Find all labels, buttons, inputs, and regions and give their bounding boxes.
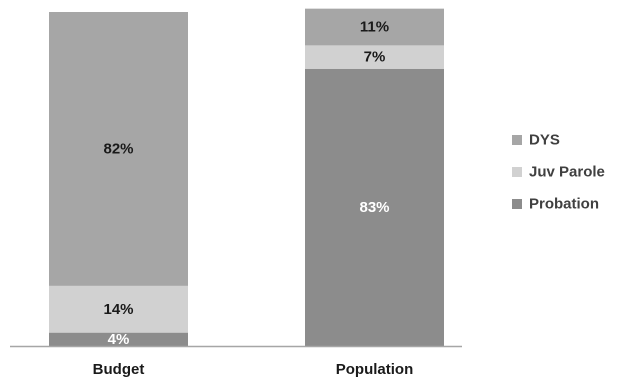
- legend-label-juv-parole: Juv Parole: [529, 164, 605, 181]
- data-label-budget-juv-parole: 14%: [103, 301, 133, 318]
- bars-group: 4% 14% 82% 83% 7% 11%: [49, 8, 444, 348]
- data-label-budget-probation: 4%: [108, 331, 130, 348]
- data-label-population-probation: 83%: [359, 199, 389, 216]
- category-labels: Budget Population: [93, 361, 414, 378]
- legend-swatch-probation: [512, 199, 522, 209]
- legend-swatch-juv-parole: [512, 167, 522, 177]
- legend-label-dys: DYS: [529, 132, 560, 149]
- data-label-budget-dys: 82%: [103, 140, 133, 157]
- bar-segment-population-dys: [305, 8, 444, 46]
- data-label-population-dys: 11%: [360, 19, 389, 36]
- category-label-budget: Budget: [93, 361, 145, 378]
- legend-label-probation: Probation: [529, 196, 599, 213]
- bar-segment-population-juv-parole: [305, 45, 444, 69]
- legend: DYS Juv Parole Probation: [512, 132, 605, 213]
- bar-segment-budget-dys: [49, 12, 188, 286]
- bar-segment-budget-juv-parole: [49, 285, 188, 333]
- data-label-population-juv-parole: 7%: [364, 49, 386, 66]
- category-label-population: Population: [336, 361, 414, 378]
- legend-swatch-dys: [512, 135, 522, 145]
- bar-segment-budget-probation: [49, 332, 188, 346]
- bar-segment-population-probation: [305, 68, 444, 346]
